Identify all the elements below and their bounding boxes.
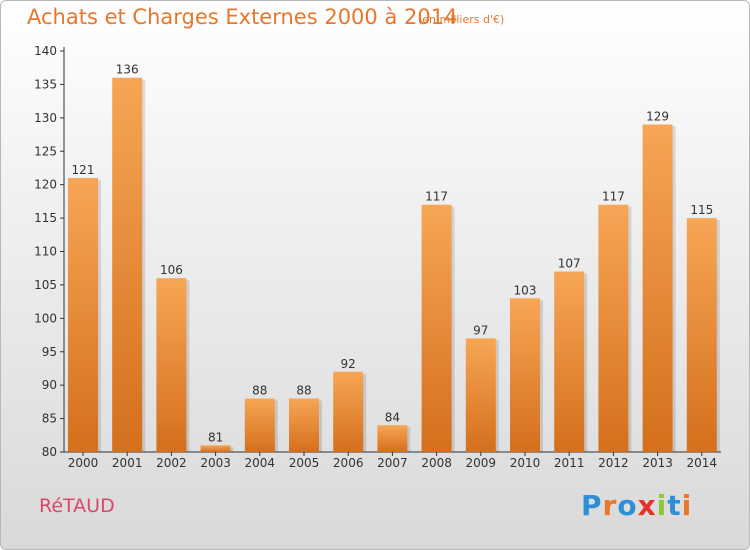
bar <box>333 371 364 452</box>
y-tick-label: 105 <box>34 278 57 292</box>
x-tick-label: 2012 <box>598 456 629 470</box>
data-label: 92 <box>341 357 356 371</box>
x-tick-label: 2014 <box>687 456 718 470</box>
bar <box>421 204 452 452</box>
commune-name: RéTAUD <box>39 495 115 517</box>
bar <box>289 398 319 452</box>
data-label: 117 <box>425 190 448 204</box>
bar <box>465 338 496 452</box>
x-tick-label: 2010 <box>510 456 541 470</box>
x-tick-label: 2008 <box>421 456 452 470</box>
bar <box>686 218 717 452</box>
data-label: 81 <box>208 430 223 444</box>
x-tick-label: 2009 <box>466 456 497 470</box>
chart-title: Achats et Charges Externes 2000 à 2014 <box>27 5 458 29</box>
y-tick-label: 120 <box>34 178 57 192</box>
bar <box>200 445 231 452</box>
y-tick-label: 85 <box>42 412 57 426</box>
bar <box>377 425 408 452</box>
bar <box>598 204 629 452</box>
x-tick-label: 2006 <box>333 456 364 470</box>
x-tick-label: 2005 <box>289 456 320 470</box>
logo-letter: P <box>581 489 603 522</box>
logo-letter: i <box>656 489 668 522</box>
y-tick-label: 135 <box>34 77 57 91</box>
data-label: 121 <box>72 163 95 177</box>
logo-letter: i <box>681 489 693 522</box>
data-label: 115 <box>690 203 713 217</box>
bar <box>642 124 673 453</box>
data-label: 136 <box>116 63 139 77</box>
data-label: 103 <box>514 283 537 297</box>
x-tick-label: 2013 <box>642 456 673 470</box>
y-tick-label: 100 <box>34 311 57 325</box>
bar <box>156 278 187 452</box>
bar <box>112 77 143 452</box>
logo-letter: x <box>637 489 657 522</box>
bar <box>554 271 585 452</box>
y-tick-label: 140 <box>34 44 57 58</box>
x-tick-label: 2002 <box>156 456 187 470</box>
logo-letter: o <box>617 489 638 522</box>
bar <box>68 177 98 452</box>
data-label: 97 <box>473 323 488 337</box>
x-tick-label: 2011 <box>554 456 585 470</box>
data-label: 107 <box>558 257 581 271</box>
data-label: 88 <box>296 384 311 398</box>
x-tick-label: 2001 <box>112 456 143 470</box>
data-label: 129 <box>646 110 669 124</box>
logo-letter: r <box>602 489 618 522</box>
proxiti-logo: Proxiti <box>581 489 692 522</box>
y-tick-label: 115 <box>34 211 57 225</box>
y-tick-label: 125 <box>34 144 57 158</box>
y-tick-label: 95 <box>42 345 57 359</box>
logo-letter: t <box>667 489 682 522</box>
y-tick-label: 80 <box>42 445 57 459</box>
bar <box>244 398 275 452</box>
bar <box>510 298 540 452</box>
chart-subtitle: (en milliers d'€) <box>418 13 505 26</box>
x-tick-label: 2003 <box>200 456 231 470</box>
data-label: 106 <box>160 263 183 277</box>
data-label: 88 <box>252 384 267 398</box>
y-tick-label: 110 <box>34 245 57 259</box>
x-tick-label: 2004 <box>245 456 276 470</box>
data-label: 117 <box>602 190 625 204</box>
x-tick-label: 2000 <box>68 456 99 470</box>
data-label: 84 <box>385 410 400 424</box>
y-tick-label: 90 <box>42 378 57 392</box>
y-tick-label: 130 <box>34 111 57 125</box>
x-tick-label: 2007 <box>377 456 408 470</box>
